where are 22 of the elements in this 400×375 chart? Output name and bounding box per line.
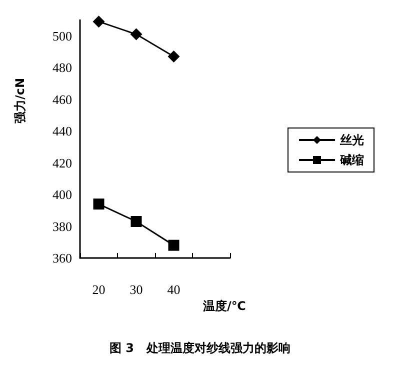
point: [130, 216, 142, 228]
point: [92, 16, 105, 28]
legend-label: 碱缩: [339, 153, 364, 167]
y-tick-label: 360: [52, 250, 72, 266]
y-tick-label: 380: [52, 218, 72, 234]
point: [93, 198, 104, 210]
text: 图 3 处理温度对纱线强力的影响: [109, 341, 291, 355]
legend-label: 丝光: [339, 133, 364, 147]
point: [168, 50, 180, 62]
x-tick-label: 20: [92, 282, 106, 297]
point: [168, 240, 180, 251]
x-tick-label: 30: [130, 282, 143, 297]
y-tick-label: 500: [52, 28, 72, 44]
y-tick-label: 400: [52, 187, 72, 202]
y-tick-label: 440: [52, 124, 72, 139]
y-tick-label: 460: [52, 92, 72, 107]
y-tick-label: 480: [52, 60, 72, 76]
x-tick-label: 40: [167, 282, 180, 297]
y-tick-label: 420: [52, 155, 72, 170]
point: [130, 28, 142, 40]
y-axis-title: 强力/cN: [13, 78, 27, 124]
x-axis-title: 温度/℃: [202, 299, 246, 313]
